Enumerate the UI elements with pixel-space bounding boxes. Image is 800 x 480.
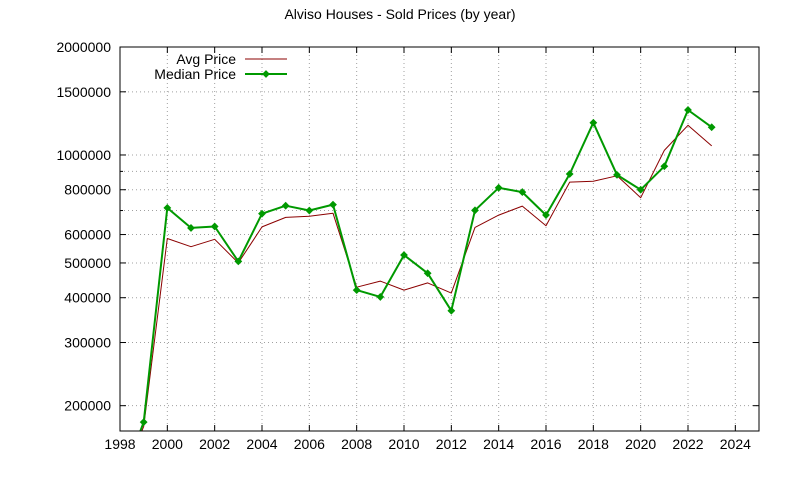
grid — [120, 47, 759, 431]
legend-marker-median-price — [262, 70, 270, 78]
legend-label-median-price: Median Price — [154, 66, 236, 82]
series-point-median-price — [305, 206, 314, 215]
series-point-median-price — [471, 206, 479, 215]
series-point-median-price — [589, 118, 598, 127]
series-point-median-price — [684, 106, 692, 114]
x-tick-label: 1998 — [104, 436, 135, 452]
x-tick-label: 2014 — [483, 436, 514, 452]
series-point-median-price — [163, 203, 172, 212]
series-point-median-price — [400, 251, 408, 259]
series-point-median-price — [376, 293, 385, 301]
series-point-median-price — [210, 222, 219, 231]
series-layer — [139, 106, 716, 431]
series-point-median-price — [187, 224, 195, 232]
series-point-median-price — [494, 183, 503, 192]
series-point-median-price — [660, 162, 669, 171]
series-line-median-price — [139, 109, 713, 431]
x-tick-label: 2004 — [246, 436, 277, 452]
x-tick-label: 2006 — [294, 436, 325, 452]
series-point-median-price — [542, 211, 550, 219]
series-point-median-price — [518, 188, 527, 196]
y-tick-label: 600000 — [64, 227, 111, 243]
x-tick-label: 2016 — [530, 436, 561, 452]
x-tick-label: 2018 — [578, 436, 609, 452]
series-point-median-price — [281, 201, 290, 210]
series-point-median-price — [447, 306, 456, 315]
series-point-median-price — [258, 209, 266, 218]
plot-frame — [119, 46, 760, 432]
legend-label-avg-price: Avg Price — [176, 51, 236, 67]
series-point-median-price — [423, 269, 432, 278]
y-tick-label: 200000 — [64, 398, 111, 414]
chart-title: Alviso Houses - Sold Prices (by year) — [284, 6, 515, 22]
y-tick-label: 1500000 — [56, 84, 111, 100]
series-point-median-price — [234, 257, 243, 266]
x-tick-label: 2002 — [199, 436, 230, 452]
y-tick-label: 400000 — [64, 290, 111, 306]
series-point-median-price — [707, 123, 716, 132]
y-tick-label: 2000000 — [56, 39, 111, 55]
x-tick-label: 2008 — [341, 436, 372, 452]
series-clip-group — [139, 106, 716, 431]
x-tick-label: 2024 — [720, 436, 751, 452]
axes: 1998 2000 2002 2004 2006 2008 2010 2012 2014 2016… — [56, 39, 759, 452]
series-point-median-price — [636, 185, 645, 194]
x-tick-label: 2010 — [388, 436, 419, 452]
y-tick-label: 800000 — [64, 182, 111, 198]
x-tick-label: 2000 — [152, 436, 183, 452]
series-point-median-price — [613, 170, 621, 179]
y-tick-label: 300000 — [64, 335, 111, 351]
series-point-median-price — [329, 200, 337, 209]
series-point-median-price — [565, 170, 574, 178]
y-tick-label: 500000 — [64, 255, 111, 271]
x-tick-label: 2012 — [436, 436, 467, 452]
series-point-median-price — [139, 418, 148, 427]
series-line-avg-price — [141, 124, 713, 431]
series-point-median-price — [352, 286, 361, 295]
y-tick-label: 1000000 — [56, 147, 111, 163]
x-tick-label: 2020 — [625, 436, 656, 452]
x-tick-label: 2022 — [672, 436, 703, 452]
